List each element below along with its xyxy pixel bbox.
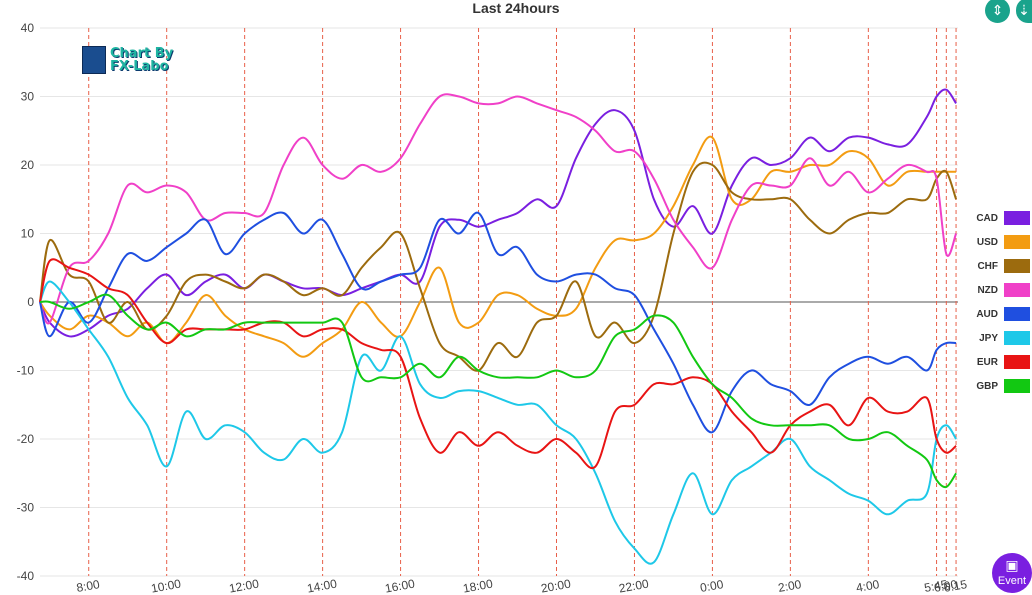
y-tick-label: -40 (17, 569, 35, 583)
legend-label: CAD (976, 212, 998, 224)
x-tick-label: 6:15 (943, 577, 969, 595)
fx-labo-logo: Chart By FX-Labo (82, 46, 173, 74)
x-tick-label: 12:00 (228, 577, 260, 595)
gridlines (40, 27, 958, 577)
legend-swatch (1004, 355, 1030, 369)
series-line-jpy (39, 280, 957, 565)
legend-item-eur[interactable]: EUR (968, 350, 1030, 374)
legend-item-aud[interactable]: AUD (968, 302, 1030, 326)
series-line-usd (39, 135, 957, 358)
x-tick-label: 4:00 (855, 577, 881, 595)
chart-logo-icon (82, 46, 106, 74)
expand-icon[interactable]: ⇣ (1016, 0, 1032, 23)
event-button-label: Event (997, 575, 1027, 587)
x-tick-label: 18:00 (462, 577, 494, 595)
calendar-icon: ▣ (1005, 557, 1019, 573)
y-tick-label: -10 (17, 364, 35, 378)
vertical-markers (88, 28, 957, 576)
legend-swatch (1004, 379, 1030, 393)
legend-swatch (1004, 331, 1030, 345)
x-tick-label: 6:00 (933, 577, 959, 595)
y-tick-label: 0 (27, 295, 34, 309)
event-button[interactable]: ▣ Event (992, 553, 1032, 593)
legend-label: CHF (977, 260, 998, 272)
legend-item-nzd[interactable]: NZD (968, 278, 1030, 302)
x-tick-label: 14:00 (306, 577, 338, 595)
y-tick-label: 20 (21, 158, 35, 172)
x-tick-label: 8:00 (75, 577, 101, 595)
series-line-chf (39, 161, 958, 372)
legend-label: NZD (977, 284, 998, 296)
x-axis-labels: 8:00 10:00 12:00 14:00 16:00 18:00 20:00 22:00 0… (75, 577, 968, 595)
legend-label: EUR (976, 356, 998, 368)
legend: CAD USD CHF NZD AUD JPY EUR GBP (968, 206, 1030, 398)
y-axis-labels: 40 30 20 10 0 -10 -20 -30 -40 (17, 21, 35, 583)
legend-label: USD (976, 236, 998, 248)
logo-text: Chart By FX-Labo (110, 47, 173, 73)
legend-label: JPY (979, 332, 998, 344)
y-tick-label: 10 (21, 227, 35, 241)
legend-swatch (1004, 211, 1030, 225)
series-line-gbp (39, 293, 957, 489)
x-tick-label: 2:00 (777, 577, 803, 595)
x-tick-label: 0:00 (699, 577, 725, 595)
legend-item-jpy[interactable]: JPY (968, 326, 1030, 350)
legend-swatch (1004, 283, 1030, 297)
chart-title: Last 24hours (472, 0, 560, 16)
series-line-aud (39, 211, 957, 434)
legend-item-chf[interactable]: CHF (968, 254, 1030, 278)
legend-item-cad[interactable]: CAD (968, 206, 1030, 230)
legend-label: GBP (976, 380, 998, 392)
y-tick-label: 30 (21, 90, 35, 104)
logo-line-1: Chart By (110, 46, 174, 61)
x-tick-label: 16:00 (384, 577, 416, 595)
legend-swatch (1004, 307, 1030, 321)
legend-item-usd[interactable]: USD (968, 230, 1030, 254)
y-tick-label: -20 (17, 432, 35, 446)
legend-swatch (1004, 235, 1030, 249)
y-tick-label: -30 (17, 501, 35, 515)
x-tick-label: 20:00 (540, 577, 572, 595)
y-tick-label: 40 (21, 21, 35, 35)
x-tick-label: 10:00 (150, 577, 182, 595)
collapse-icon[interactable]: ⇕ (985, 0, 1010, 23)
series-line-cad (39, 88, 957, 338)
series-line-eur (39, 258, 957, 469)
legend-label: AUD (976, 308, 998, 320)
series-lines (39, 88, 958, 565)
legend-swatch (1004, 259, 1030, 273)
series-line-nzd (39, 93, 958, 325)
x-tick-label: 5:45 (923, 577, 949, 595)
legend-item-gbp[interactable]: GBP (968, 374, 1030, 398)
x-tick-label: 22:00 (618, 577, 650, 595)
logo-line-2: FX-Labo (110, 59, 169, 74)
